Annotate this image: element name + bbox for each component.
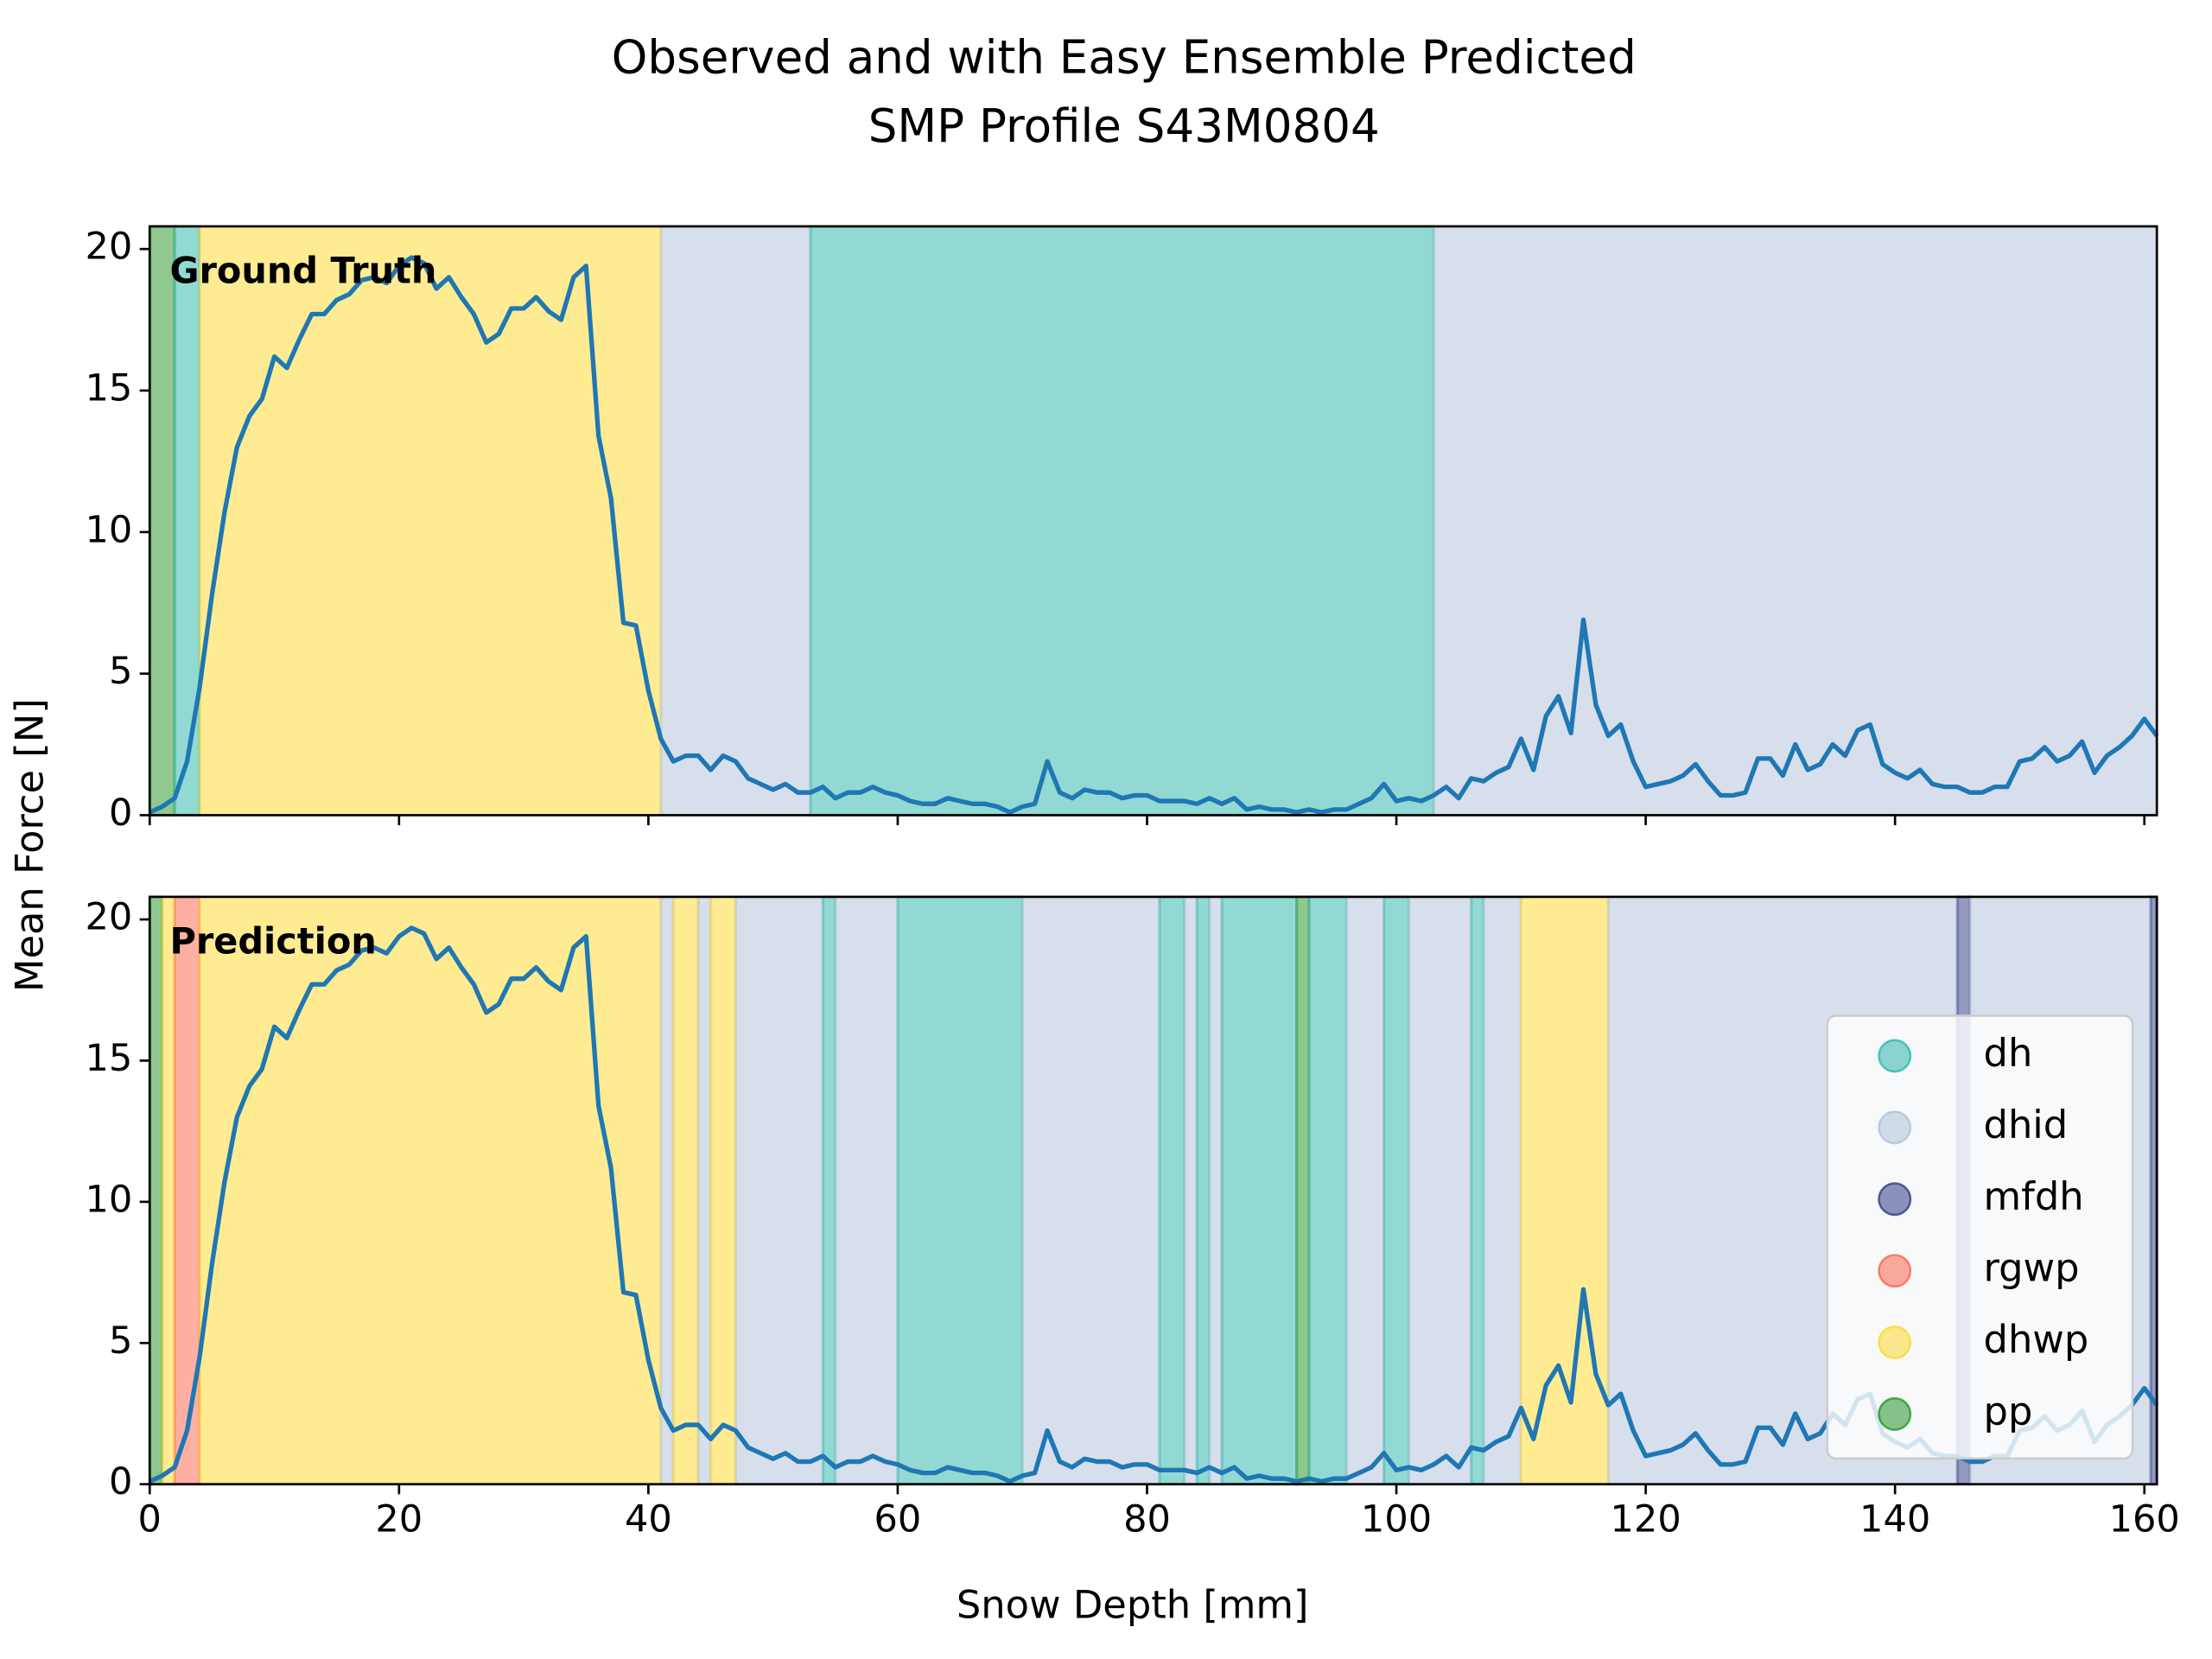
class-band [1220, 895, 1299, 1486]
legend-marker [1878, 1325, 1912, 1360]
legend-label: dhid [1984, 1102, 2069, 1147]
y-axis-label: Mean Force [N] [6, 698, 52, 992]
class-band [734, 895, 825, 1486]
x-tick-label: 0 [138, 1497, 162, 1541]
class-band [173, 895, 201, 1486]
x-tick-label: 140 [1859, 1497, 1930, 1541]
y-tick-label: 0 [109, 791, 132, 835]
class-band [1469, 895, 1485, 1486]
x-tick-label: 120 [1610, 1497, 1681, 1541]
y-tick-label: 10 [86, 508, 133, 551]
class-band [659, 225, 812, 817]
class-band [1407, 895, 1473, 1486]
legend-marker [1878, 1396, 1912, 1431]
class-band [1294, 895, 1311, 1486]
y-tick-label: 10 [86, 1178, 133, 1221]
legend-label: rgwp [1984, 1245, 2080, 1291]
x-tick-label: 100 [1361, 1497, 1432, 1541]
class-band [1020, 895, 1161, 1486]
force-line [149, 925, 2159, 1484]
chart-title: SMP Profile S43M0804 [868, 99, 1380, 153]
legend-box [1826, 1014, 2134, 1460]
class-band [809, 225, 1436, 817]
y-tick-label: 20 [86, 896, 133, 939]
class-band [821, 895, 837, 1486]
class-band [1195, 895, 1211, 1486]
force-line [149, 255, 2159, 815]
y-tick-label: 15 [86, 366, 133, 410]
class-band [896, 895, 1024, 1486]
panel-label: Prediction [169, 921, 376, 963]
class-band [1344, 895, 1386, 1486]
legend-label: pp [1984, 1388, 2033, 1433]
legend-label: dhwp [1984, 1317, 2089, 1363]
class-band [1382, 895, 1411, 1486]
class-band [1307, 895, 1349, 1486]
y-tick-label: 0 [109, 1460, 132, 1503]
legend-label: mfdh [1984, 1173, 2084, 1219]
class-band [148, 895, 164, 1486]
chart-title: Observed and with Easy Ensemble Predicte… [612, 30, 1637, 84]
class-band [173, 225, 201, 817]
class-band [671, 895, 700, 1486]
x-tick-label: 160 [2109, 1497, 2180, 1541]
axes-frame [148, 225, 2158, 817]
legend-label: dh [1984, 1030, 2033, 1076]
y-tick-label: 20 [86, 226, 133, 269]
x-tick-label: 80 [1123, 1497, 1171, 1541]
class-band [1519, 895, 1610, 1486]
class-band [834, 895, 899, 1486]
class-band [148, 225, 176, 817]
class-band [1183, 895, 1198, 1486]
legend-marker [1878, 1254, 1912, 1288]
y-tick-label: 5 [109, 1319, 132, 1363]
class-band [198, 895, 663, 1486]
panel-label: Ground Truth [169, 251, 436, 292]
x-tick-label: 20 [375, 1497, 423, 1541]
class-band [198, 225, 663, 817]
legend-marker [1878, 1110, 1912, 1145]
x-tick-label: 60 [874, 1497, 922, 1541]
class-band [1207, 895, 1224, 1486]
class-band [696, 895, 713, 1486]
class-band [1158, 895, 1186, 1486]
class-band [161, 895, 176, 1486]
legend-marker [1878, 1182, 1912, 1217]
x-axis-label: Snow Depth [mm] [957, 1581, 1309, 1627]
class-band [659, 895, 675, 1486]
legend-marker [1878, 1039, 1912, 1073]
x-tick-label: 40 [625, 1497, 672, 1541]
axes-frame [148, 895, 2158, 1486]
class-band [709, 895, 738, 1486]
y-tick-label: 5 [109, 650, 132, 693]
y-tick-label: 15 [86, 1037, 133, 1080]
class-band [1482, 895, 1522, 1486]
